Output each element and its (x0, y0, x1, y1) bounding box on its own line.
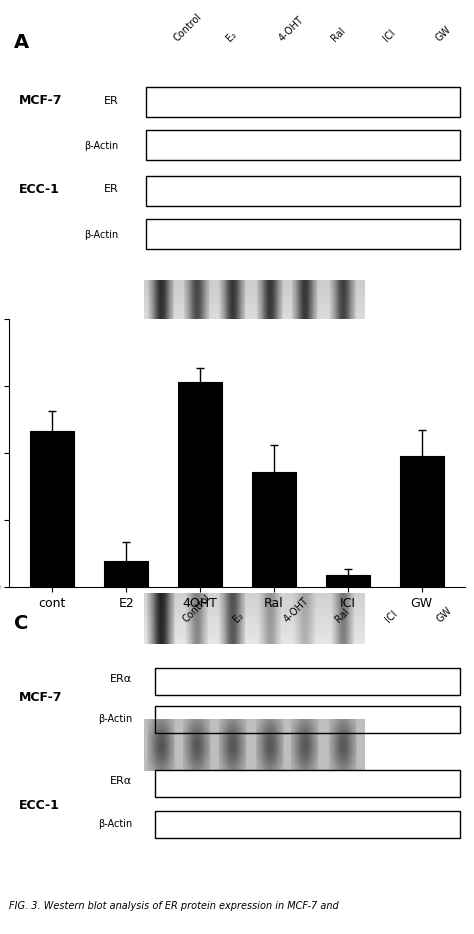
Text: Ral: Ral (329, 25, 347, 43)
Text: Control: Control (181, 592, 212, 624)
Bar (30, 432, 74, 587)
Bar (104, 560, 148, 587)
Text: Control: Control (172, 11, 204, 43)
Bar (155, 771, 460, 798)
Text: β-Actin: β-Actin (84, 141, 118, 151)
Bar (146, 219, 460, 248)
Text: ECC-1: ECC-1 (18, 183, 59, 196)
Bar (146, 176, 460, 205)
Bar (400, 456, 444, 587)
Text: 4-OHT: 4-OHT (282, 595, 311, 624)
Text: ICI: ICI (384, 608, 400, 624)
Text: β-Actin: β-Actin (98, 819, 132, 829)
Text: ICI: ICI (382, 27, 397, 43)
Text: E₂: E₂ (225, 29, 238, 43)
Bar (155, 706, 460, 732)
Text: E₂: E₂ (231, 610, 246, 624)
Text: ERα: ERα (110, 674, 132, 684)
Text: β-Actin: β-Actin (98, 715, 132, 724)
Text: FIG. 3. Western blot analysis of ER protein expression in MCF-7 and: FIG. 3. Western blot analysis of ER prot… (9, 900, 339, 911)
Text: A: A (14, 34, 29, 52)
Text: C: C (14, 615, 28, 633)
Text: Ral: Ral (333, 606, 351, 624)
Bar (155, 811, 460, 838)
Bar (252, 472, 296, 587)
Text: ER: ER (104, 184, 118, 194)
Text: ERα: ERα (110, 776, 132, 786)
Text: GW: GW (434, 24, 453, 43)
Text: MCF-7: MCF-7 (18, 691, 62, 704)
Text: ER: ER (104, 95, 118, 106)
Bar (178, 382, 222, 587)
Bar (326, 575, 370, 587)
Text: β-Actin: β-Actin (84, 230, 118, 240)
Bar (146, 130, 460, 160)
Text: 4-OHT: 4-OHT (277, 14, 306, 43)
Text: MCF-7: MCF-7 (18, 94, 62, 107)
Bar (146, 87, 460, 117)
Text: ECC-1: ECC-1 (18, 799, 59, 812)
Bar (155, 668, 460, 695)
Text: GW: GW (435, 605, 454, 624)
